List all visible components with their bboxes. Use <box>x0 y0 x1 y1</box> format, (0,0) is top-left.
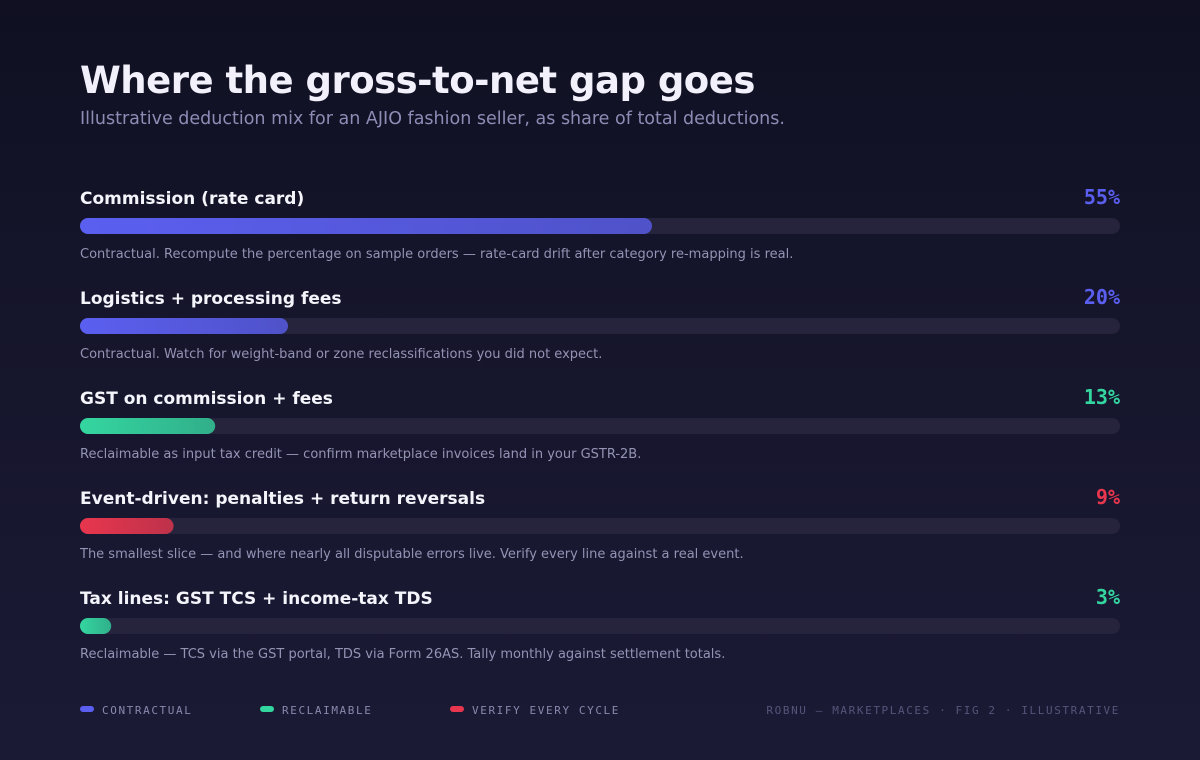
bar <box>80 618 112 634</box>
row-note: Contractual. Watch for weight-band or zo… <box>80 347 602 362</box>
bar-track <box>80 318 1120 334</box>
value-label: 55% <box>1084 185 1120 209</box>
row-label: Tax lines: GST TCS + income-tax TDS <box>80 589 433 609</box>
source: ROBNU — MARKETPLACES · FIG 2 · ILLUSTRAT… <box>766 704 1120 717</box>
bar <box>80 218 652 234</box>
row-note: The smallest slice — and where nearly al… <box>79 547 744 562</box>
row-label: Commission (rate card) <box>80 189 304 209</box>
value-label: 3% <box>1096 585 1120 609</box>
row-note: Contractual. Recompute the percentage on… <box>80 247 793 262</box>
legend-swatch <box>450 706 464 712</box>
row-note: Reclaimable as input tax credit — confir… <box>80 447 641 462</box>
row-label: GST on commission + fees <box>80 389 333 409</box>
bar <box>80 418 216 434</box>
chart-subtitle: Illustrative deduction mix for an AJIO f… <box>80 109 785 129</box>
bar-track <box>80 618 1120 634</box>
legend-label: VERIFY EVERY CYCLE <box>472 704 620 717</box>
bar <box>80 518 174 534</box>
bar-track <box>80 418 1120 434</box>
chart-title: Where the gross-to-net gap goes <box>80 59 755 102</box>
legend-swatch <box>260 706 274 712</box>
bar <box>80 318 288 334</box>
value-label: 9% <box>1096 485 1120 509</box>
legend-label: RECLAIMABLE <box>282 704 372 717</box>
value-label: 20% <box>1084 285 1120 309</box>
row-note: Reclaimable — TCS via the GST portal, TD… <box>80 647 725 662</box>
legend-label: CONTRACTUAL <box>102 704 192 717</box>
bar-track <box>80 518 1120 534</box>
row-label: Logistics + processing fees <box>80 289 342 309</box>
row-label: Event-driven: penalties + return reversa… <box>80 489 485 509</box>
legend-swatch <box>80 706 94 712</box>
value-label: 13% <box>1084 385 1120 409</box>
